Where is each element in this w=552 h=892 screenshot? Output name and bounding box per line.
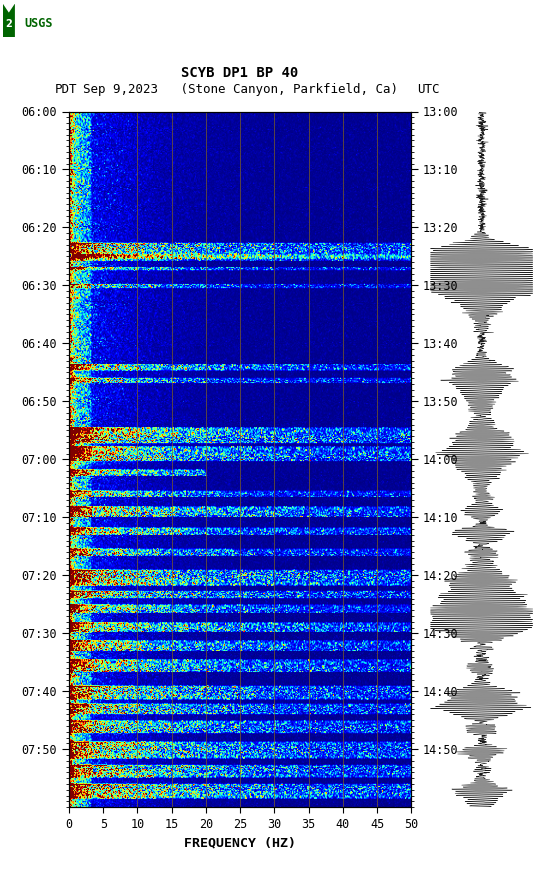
Text: USGS: USGS [25,18,54,30]
Text: 2: 2 [6,19,12,29]
Text: PDT: PDT [55,83,78,95]
X-axis label: FREQUENCY (HZ): FREQUENCY (HZ) [184,836,296,849]
Text: UTC: UTC [417,83,439,95]
Polygon shape [3,4,15,37]
Text: Sep 9,2023   (Stone Canyon, Parkfield, Ca): Sep 9,2023 (Stone Canyon, Parkfield, Ca) [83,83,397,95]
Text: SCYB DP1 BP 40: SCYB DP1 BP 40 [182,66,299,80]
